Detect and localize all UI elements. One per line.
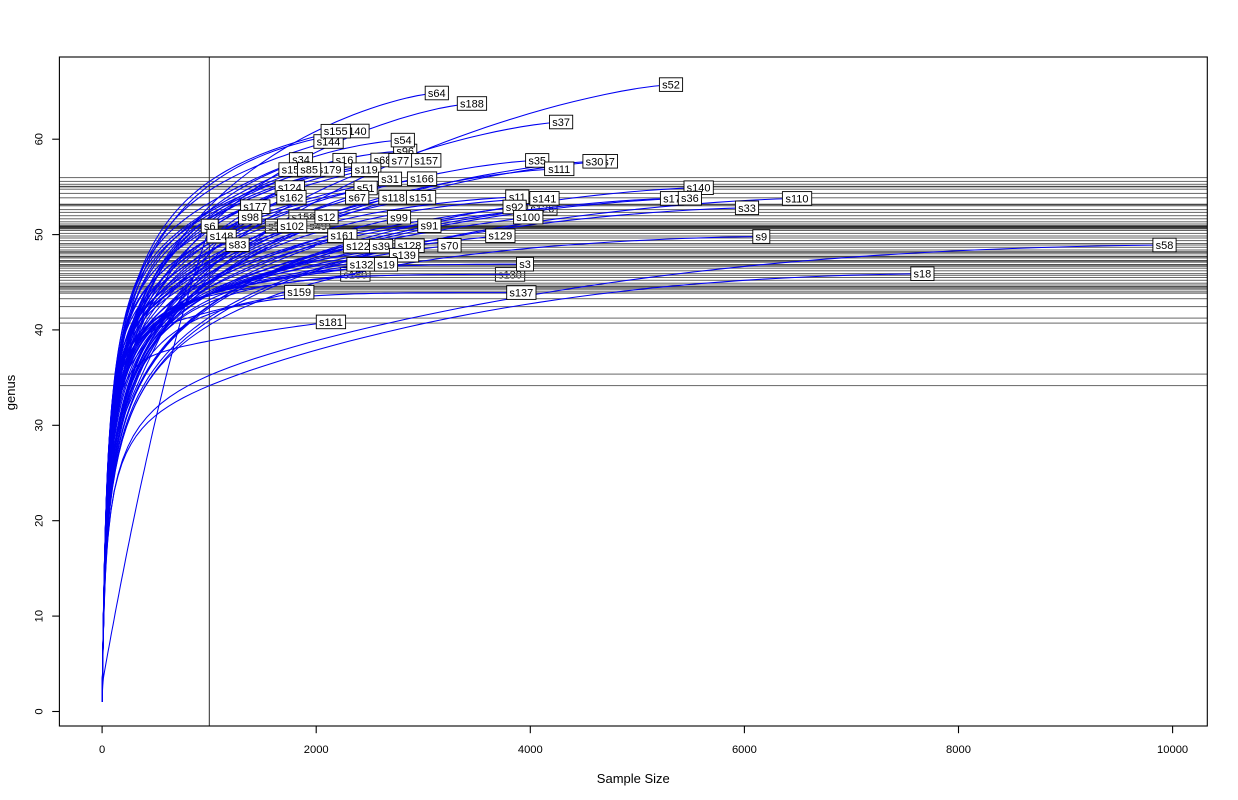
svg-text:s166: s166 <box>410 174 434 186</box>
svg-text:s144: s144 <box>317 137 341 149</box>
svg-text:s54: s54 <box>394 135 412 147</box>
svg-text:s98: s98 <box>241 212 259 224</box>
svg-text:s85: s85 <box>300 165 318 177</box>
svg-text:140: 140 <box>348 126 366 138</box>
svg-text:6000: 6000 <box>732 744 757 756</box>
svg-text:s157: s157 <box>414 155 438 167</box>
svg-text:s188: s188 <box>460 99 484 111</box>
svg-text:s33: s33 <box>738 203 756 215</box>
svg-text:s137: s137 <box>509 288 533 300</box>
svg-text:s83: s83 <box>229 240 247 252</box>
svg-text:s35: s35 <box>528 155 546 167</box>
svg-text:s31: s31 <box>381 174 399 186</box>
svg-text:genus: genus <box>3 374 18 410</box>
svg-text:s181: s181 <box>319 317 343 329</box>
svg-text:s132: s132 <box>350 259 374 271</box>
svg-text:s122: s122 <box>346 241 370 253</box>
svg-text:0: 0 <box>34 708 46 714</box>
svg-text:20: 20 <box>34 514 46 526</box>
svg-text:50: 50 <box>34 228 46 240</box>
svg-text:s3: s3 <box>519 259 531 271</box>
svg-text:s7: s7 <box>603 156 615 168</box>
svg-text:s111: s111 <box>548 164 570 176</box>
svg-text:s110: s110 <box>785 193 808 205</box>
svg-text:s39: s39 <box>372 241 390 253</box>
svg-text:s15: s15 <box>282 165 300 177</box>
svg-text:s18: s18 <box>914 269 932 281</box>
svg-text:s52: s52 <box>662 80 680 92</box>
svg-text:s179: s179 <box>318 165 342 177</box>
svg-text:s19: s19 <box>377 259 395 271</box>
svg-text:s118: s118 <box>382 192 405 204</box>
svg-text:s77: s77 <box>392 155 410 167</box>
svg-text:s37: s37 <box>552 117 570 129</box>
svg-text:30: 30 <box>34 419 46 431</box>
svg-text:10: 10 <box>34 610 46 622</box>
svg-text:s70: s70 <box>441 240 459 252</box>
svg-text:0: 0 <box>99 744 105 756</box>
svg-text:s159: s159 <box>287 287 311 299</box>
svg-text:s64: s64 <box>428 88 446 100</box>
svg-text:s36: s36 <box>681 193 699 205</box>
svg-text:s67: s67 <box>348 192 366 204</box>
svg-text:s151: s151 <box>409 192 433 204</box>
svg-text:60: 60 <box>34 133 46 145</box>
svg-text:s129: s129 <box>488 231 512 243</box>
svg-text:8000: 8000 <box>946 744 971 756</box>
svg-text:10000: 10000 <box>1157 744 1188 756</box>
svg-text:2000: 2000 <box>304 744 329 756</box>
svg-text:s91: s91 <box>421 221 439 233</box>
svg-text:Sample Size: Sample Size <box>597 771 670 786</box>
svg-text:s102: s102 <box>280 221 304 233</box>
svg-text:s155: s155 <box>324 126 348 138</box>
svg-text:s58: s58 <box>1156 240 1174 252</box>
svg-text:s6: s6 <box>204 221 216 233</box>
svg-text:s162: s162 <box>279 192 303 204</box>
svg-text:s141: s141 <box>532 193 556 205</box>
svg-text:s119: s119 <box>355 165 378 177</box>
svg-text:s100: s100 <box>516 212 540 224</box>
svg-text:s30: s30 <box>586 156 604 168</box>
svg-text:4000: 4000 <box>518 744 543 756</box>
svg-text:s17: s17 <box>663 193 681 205</box>
svg-text:s99: s99 <box>390 212 408 224</box>
svg-text:40: 40 <box>34 324 46 336</box>
svg-text:s12: s12 <box>318 212 336 224</box>
svg-text:s9: s9 <box>755 232 767 244</box>
